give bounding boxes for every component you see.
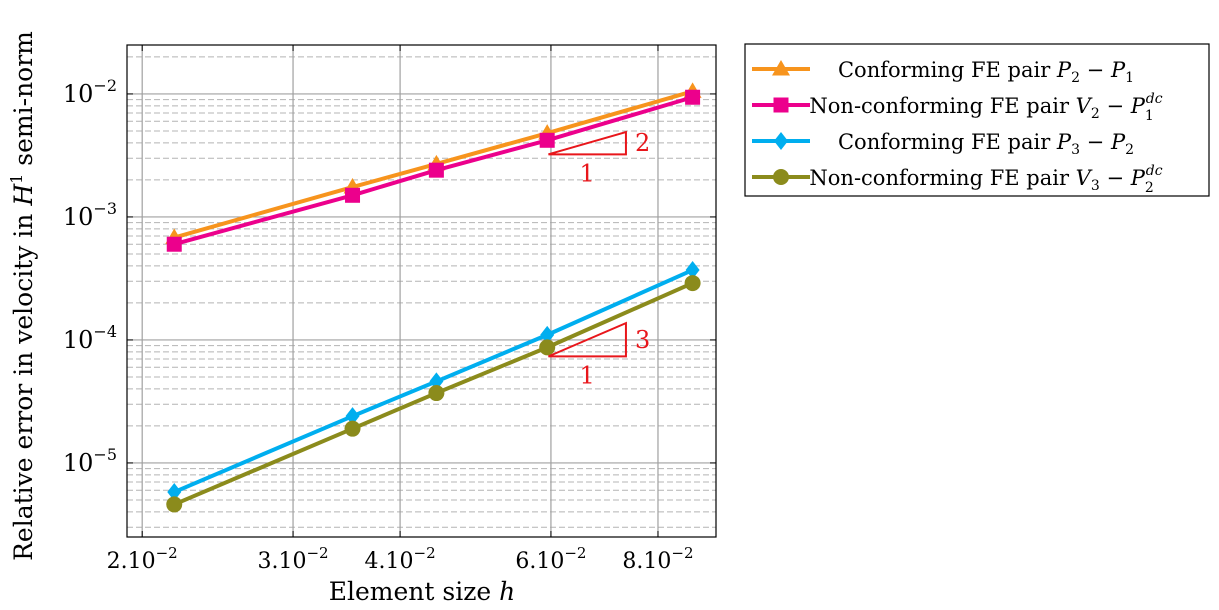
- data-point: [774, 132, 788, 150]
- plot-area-frame: [126, 44, 717, 538]
- slope-run-label: 1: [580, 159, 595, 187]
- data-point: [773, 97, 789, 113]
- x-tick-label: 2.10−2: [107, 544, 178, 574]
- data-point: [428, 385, 445, 402]
- legend-label: Non-conforming FE pair V2 − P1dc: [809, 91, 1162, 124]
- y-tick-label: 10−3: [63, 199, 117, 231]
- y-tick-label: 10−4: [63, 322, 117, 354]
- data-point: [167, 483, 182, 502]
- series-layer: [165, 82, 702, 513]
- legend-items: Conforming FE pair P2 − P1 Non-conforming…: [752, 58, 1163, 196]
- data-point: [345, 407, 360, 426]
- x-tick-labels: 2.10−2 3.10−2 4.10−2 6.10−2 8.10−2: [107, 544, 694, 574]
- legend-label: Non-conforming FE pair V3 − P2dc: [809, 163, 1162, 196]
- x-tick-label: 8.10−2: [622, 544, 693, 574]
- legend-entry-1: Conforming FE pair P2 − P1: [752, 58, 1134, 86]
- data-point: [344, 420, 361, 437]
- data-point: [540, 325, 555, 344]
- data-point: [773, 169, 789, 185]
- x-tick-label: 3.10−2: [257, 544, 328, 574]
- legend-label: Conforming FE pair P2 − P1: [838, 58, 1134, 86]
- data-point: [345, 187, 361, 203]
- x-axis-title: Element size h: [329, 577, 515, 606]
- legend-box: [744, 43, 1210, 197]
- legend-entry-2: Non-conforming FE pair V2 − P1dc: [752, 91, 1163, 124]
- minor-grid: [127, 56, 716, 528]
- axis-ticks: [127, 45, 716, 537]
- slope-triangles: 2 1 3 1: [548, 129, 650, 389]
- legend: Conforming FE pair P2 − P1 Non-conforming…: [744, 43, 1210, 197]
- data-point: [166, 236, 182, 252]
- data-point: [685, 89, 701, 105]
- data-point: [684, 275, 701, 292]
- slope-rise-label: 2: [635, 129, 650, 157]
- series-2: [166, 89, 701, 252]
- slope-triangle: [548, 321, 627, 358]
- legend-label: Conforming FE pair P3 − P2: [838, 130, 1134, 158]
- data-point: [428, 162, 444, 178]
- legend-entry-3: Conforming FE pair P3 − P2: [752, 130, 1134, 158]
- slope-triangle: [548, 130, 627, 156]
- data-point: [166, 496, 183, 513]
- data-point: [685, 261, 700, 280]
- data-point: [539, 339, 556, 356]
- y-tick-label: 10−5: [63, 445, 117, 477]
- slope-run-label: 1: [580, 361, 595, 389]
- series-4: [166, 275, 701, 513]
- y-tick-labels: 10−5 10−4 10−3 10−2: [63, 76, 117, 477]
- slope-rise-label: 3: [635, 326, 650, 354]
- major-grid: [127, 45, 716, 537]
- data-point: [539, 132, 555, 148]
- y-tick-label: 10−2: [63, 76, 117, 108]
- legend-entry-4: Non-conforming FE pair V3 − P2dc: [752, 163, 1163, 196]
- series-3: [167, 261, 700, 502]
- x-tick-label: 6.10−2: [515, 544, 586, 574]
- data-point: [772, 60, 790, 76]
- x-tick-label: 4.10−2: [365, 544, 436, 574]
- y-axis-title: Relative error in velocity in H1 semi-no…: [7, 31, 38, 561]
